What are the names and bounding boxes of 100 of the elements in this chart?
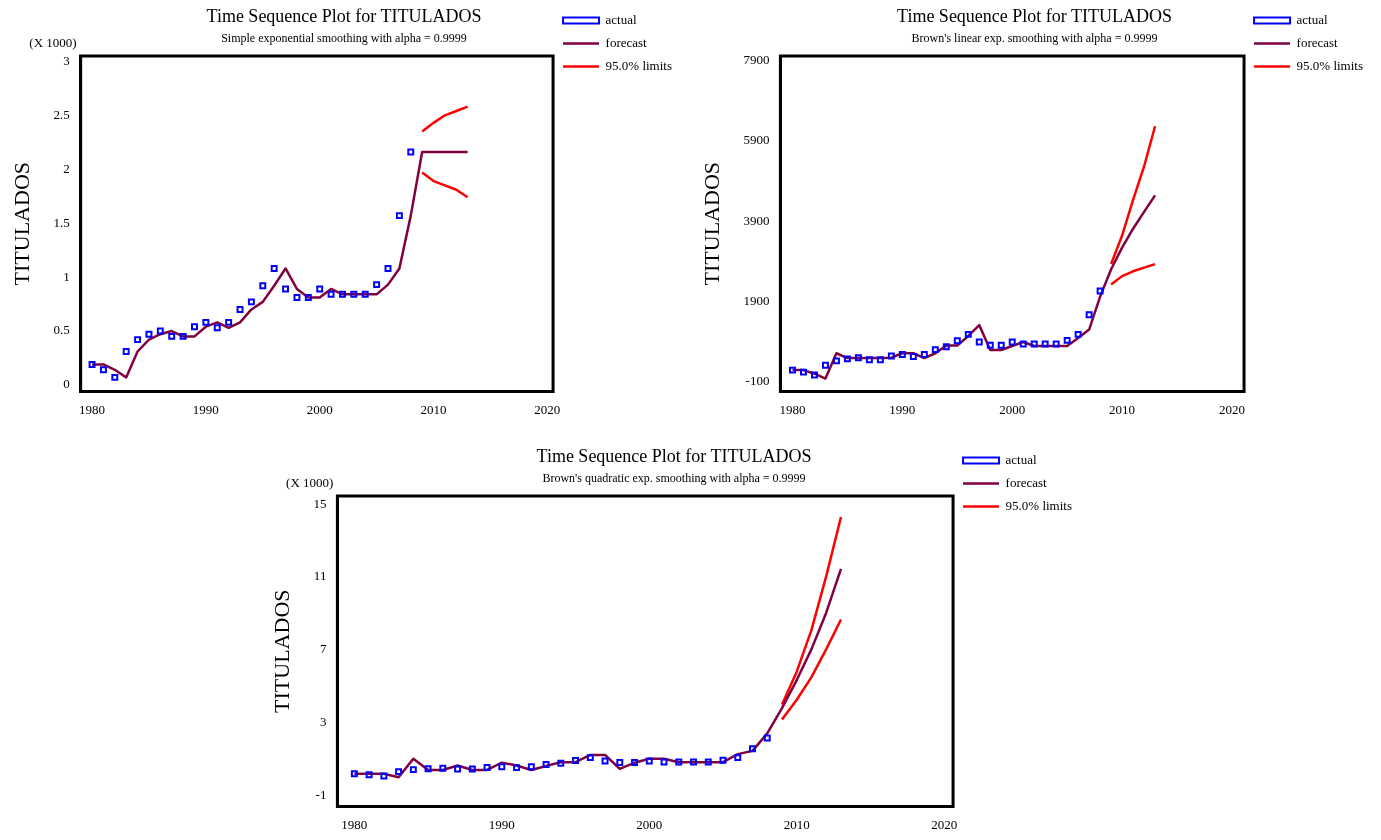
- point: [213, 324, 221, 332]
- point: [876, 356, 884, 364]
- x-tick-label: 2000: [306, 401, 333, 417]
- point: [134, 336, 142, 344]
- x-tick-label: 1980: [79, 401, 106, 417]
- point: [586, 754, 594, 762]
- y-tick-label: 11: [313, 568, 327, 584]
- point: [179, 332, 187, 340]
- point: [145, 330, 153, 338]
- point: [282, 285, 290, 293]
- x-tick-label: 2000: [999, 401, 1026, 417]
- point: [498, 763, 506, 771]
- point: [690, 758, 697, 766]
- point: [1085, 311, 1093, 319]
- y-tick-label: 3900: [743, 212, 770, 228]
- point: [99, 366, 107, 374]
- point: [616, 759, 624, 766]
- chart-title: Time Sequence Plot for TITULADOS: [206, 5, 482, 26]
- point: [763, 734, 771, 742]
- point: [365, 771, 373, 779]
- point: [395, 212, 403, 220]
- x-tick-label: 2010: [1109, 401, 1136, 417]
- text: (X 1000): [286, 474, 334, 490]
- point: [270, 264, 278, 272]
- legend-label: forecast: [605, 34, 648, 50]
- x-tick-label: 1990: [488, 816, 515, 832]
- y-tick-label: 1: [63, 268, 70, 284]
- y-axis-title: TITULADOS: [268, 589, 294, 713]
- y-tick-label: 7900: [743, 51, 770, 67]
- point: [338, 290, 346, 298]
- text: (X 1000): [29, 34, 77, 50]
- point: [645, 757, 653, 765]
- point: [865, 356, 873, 364]
- point: [942, 343, 950, 351]
- point: [1030, 340, 1038, 348]
- legend-label: 95.0% limits: [1005, 497, 1073, 513]
- x-tick-label: 2010: [783, 816, 810, 832]
- y-tick-label: 2: [63, 160, 70, 176]
- point: [407, 148, 415, 156]
- point: [424, 765, 432, 773]
- legend-label: actual: [1296, 11, 1328, 27]
- point: [304, 294, 312, 302]
- point: [395, 768, 403, 776]
- point: [572, 757, 580, 764]
- point: [675, 758, 683, 766]
- point: [373, 281, 381, 289]
- point: [454, 765, 462, 773]
- point: [236, 305, 244, 313]
- point: [887, 352, 895, 360]
- y-tick-label: 1900: [743, 292, 770, 308]
- y-tick-label: 3: [319, 714, 327, 730]
- point: [660, 758, 668, 766]
- chart-subtitle: Brown's quadratic exp. smoothing with alpha = 0.9999: [542, 470, 806, 485]
- point: [601, 757, 609, 765]
- point: [1063, 336, 1071, 344]
- legend-label: 95.0% limits: [605, 57, 673, 73]
- y-axis-title: TITULADOS: [698, 161, 724, 286]
- point: [557, 759, 565, 767]
- point: [111, 373, 119, 381]
- point: [854, 354, 862, 362]
- chart-subtitle: Simple exponential smoothing with alpha = 0.9999: [221, 30, 467, 45]
- point: [975, 338, 983, 346]
- point: [168, 332, 176, 340]
- legend-label: forecast: [1005, 474, 1048, 490]
- point: [953, 337, 961, 345]
- point: [527, 763, 535, 771]
- point: [920, 350, 928, 358]
- point: [1019, 340, 1027, 348]
- point: [513, 764, 521, 772]
- y-tick-label: 0.5: [53, 322, 70, 338]
- y-tick-label: -1: [315, 786, 327, 802]
- x-tick-label: 1980: [779, 401, 806, 417]
- point: [789, 366, 796, 374]
- point: [1041, 340, 1049, 348]
- x-tick-label: 2010: [420, 401, 447, 417]
- point: [931, 346, 939, 354]
- chart-title: Time Sequence Plot for TITULADOS: [536, 445, 812, 466]
- point: [542, 761, 550, 768]
- point: [1096, 287, 1104, 295]
- point: [202, 318, 210, 326]
- legend-label: 95.0% limits: [1296, 57, 1364, 73]
- point: [734, 754, 742, 762]
- point: [350, 290, 358, 298]
- y-tick-label: 5900: [743, 132, 770, 148]
- point: [439, 764, 447, 772]
- point: [898, 350, 906, 358]
- y-tick-label: 7: [319, 641, 327, 657]
- point: [832, 357, 840, 365]
- point: [350, 770, 358, 778]
- point: [409, 766, 417, 774]
- y-tick-label: 3: [63, 52, 70, 68]
- point: [483, 763, 491, 771]
- point: [247, 298, 255, 306]
- point: [719, 756, 727, 764]
- legend-label: actual: [1005, 451, 1037, 467]
- point: [1052, 340, 1060, 348]
- point: [964, 330, 972, 338]
- point: [191, 323, 198, 331]
- x-tick-label: 2020: [1218, 401, 1245, 417]
- x-tick-label: 2020: [534, 401, 561, 417]
